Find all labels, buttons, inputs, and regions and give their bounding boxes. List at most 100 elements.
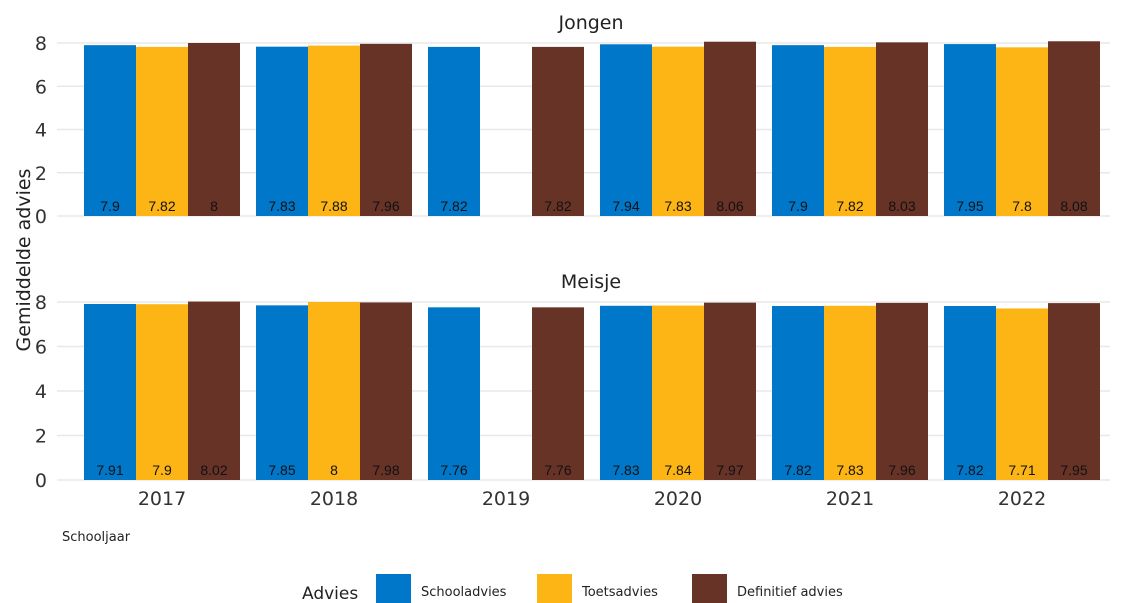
x-tick-label: 2020: [654, 488, 702, 510]
bar: [428, 46, 480, 216]
bar-value-label: 7.8: [1012, 198, 1032, 214]
legend-label-toetsadvies: Toetsadvies: [581, 585, 658, 600]
bar-value-label: 7.85: [268, 462, 295, 478]
bar: [704, 302, 756, 480]
bar: [1048, 303, 1100, 480]
bar-value-label: 7.82: [440, 198, 467, 214]
bar: [256, 46, 308, 216]
bar-value-label: 7.82: [148, 198, 175, 214]
bar-value-label: 7.9: [788, 198, 808, 214]
bar-value-label: 7.82: [544, 198, 571, 214]
bar-value-label: 7.82: [836, 198, 863, 214]
bar: [84, 304, 136, 480]
facet-title-jongen: Jongen: [557, 12, 623, 34]
bar-value-label: 7.98: [372, 462, 399, 478]
bar: [704, 41, 756, 216]
bar-value-label: 7.97: [716, 462, 743, 478]
bar: [772, 306, 824, 480]
legend-label-definitief-advies: Definitief advies: [737, 585, 843, 600]
bar: [360, 43, 412, 216]
y-tick-label: 4: [35, 381, 47, 403]
bar-value-label: 7.9: [100, 198, 120, 214]
bar: [652, 305, 704, 480]
bar: [428, 307, 480, 480]
bar: [84, 45, 136, 216]
bar-value-label: 8: [330, 462, 338, 478]
legend-swatch-definitief-advies: [692, 574, 727, 603]
bar-value-label: 7.71: [1008, 462, 1035, 478]
legend-swatch-toetsadvies: [537, 574, 572, 603]
x-tick-label: 2021: [826, 488, 874, 510]
bar-value-label: 8.02: [200, 462, 227, 478]
y-tick-label: 0: [35, 470, 47, 492]
bar-value-label: 7.96: [888, 462, 915, 478]
bar: [136, 304, 188, 480]
legend-swatch-schooladvies: [376, 574, 411, 603]
bar: [308, 302, 360, 480]
bars: [84, 41, 1100, 480]
bar: [772, 45, 824, 216]
bar-value-label: 8.03: [888, 198, 915, 214]
y-tick-label: 2: [35, 426, 47, 448]
bar: [308, 45, 360, 216]
bar-value-label: 7.76: [544, 462, 571, 478]
legend-title: Advies: [302, 584, 358, 603]
bar: [600, 305, 652, 480]
bar-value-label: 7.94: [612, 198, 639, 214]
bar-value-label: 7.84: [664, 462, 691, 478]
bar-value-label: 7.76: [440, 462, 467, 478]
x-tick-label: 2017: [138, 488, 186, 510]
bar: [944, 306, 996, 480]
bar-value-label: 7.95: [1060, 462, 1087, 478]
bar-value-label: 7.82: [956, 462, 983, 478]
bar-value-label: 7.83: [268, 198, 295, 214]
x-tick-label: 2019: [482, 488, 530, 510]
bar-value-label: 8.08: [1060, 198, 1087, 214]
y-tick-label: 8: [35, 292, 47, 314]
x-tick-label: 2022: [998, 488, 1046, 510]
bar: [824, 305, 876, 480]
bar: [532, 46, 584, 216]
bar: [996, 308, 1048, 480]
y-tick-label: 0: [35, 206, 47, 228]
bar: [1048, 41, 1100, 216]
bar: [136, 46, 188, 216]
bar-labels: 7.9 7.83 7.82 7.94 7.9 7.957.82 7.88 7.83 7.82 7.…: [96, 198, 1087, 478]
bar-value-label: 7.96: [372, 198, 399, 214]
x-tick-label: 2018: [310, 488, 358, 510]
x-axis-label: Schooljaar: [62, 530, 131, 545]
y-axis-label: Gemiddelde advies: [13, 169, 35, 352]
y-tick-label: 4: [35, 120, 47, 142]
bar: [876, 42, 928, 216]
facet-title-meisje: Meisje: [561, 271, 621, 293]
y-tick-label: 6: [35, 337, 47, 359]
bar: [652, 46, 704, 216]
bar-value-label: 8: [210, 198, 218, 214]
bar-value-label: 8.06: [716, 198, 743, 214]
bar: [532, 307, 584, 480]
bar-value-label: 7.82: [784, 462, 811, 478]
bar: [600, 44, 652, 216]
y-tick-label: 6: [35, 76, 47, 98]
legend: Advies Schooladvies Toetsadvies Definiti…: [302, 574, 843, 603]
bar-value-label: 7.83: [612, 462, 639, 478]
axes: 0 2 4 6 8 0 2 4 6 8 2017 2018 2019 2020 2021 2022: [35, 33, 1046, 510]
bar: [360, 302, 412, 480]
bar-value-label: 7.83: [664, 198, 691, 214]
y-tick-label: 2: [35, 163, 47, 185]
bar: [824, 46, 876, 216]
bar: [188, 301, 240, 480]
bar: [188, 43, 240, 216]
bar: [876, 302, 928, 480]
bar: [944, 44, 996, 216]
bar-value-label: 7.95: [956, 198, 983, 214]
bar-value-label: 7.83: [836, 462, 863, 478]
bar-value-label: 7.88: [320, 198, 347, 214]
bar-value-label: 7.91: [96, 462, 123, 478]
bar: [256, 305, 308, 480]
legend-label-schooladvies: Schooladvies: [421, 585, 507, 600]
bar: [996, 47, 1048, 217]
bar-value-label: 7.9: [152, 462, 172, 478]
y-tick-label: 8: [35, 33, 47, 55]
